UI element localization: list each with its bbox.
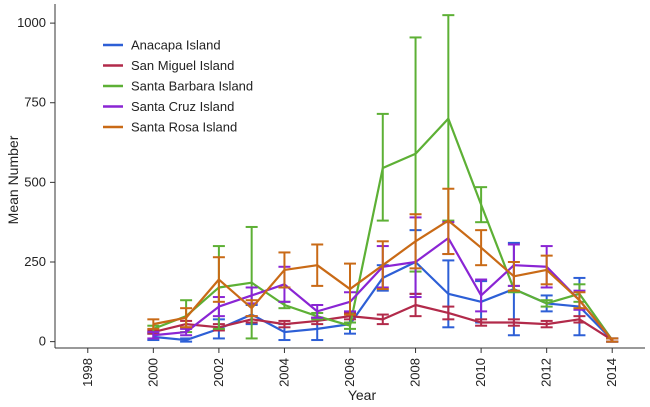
x-tick-label: 1998 — [80, 358, 95, 387]
x-tick-label: 2012 — [539, 358, 554, 387]
error-bar — [507, 318, 520, 327]
error-bar — [147, 331, 160, 340]
axis-ticks: 0 250 500 750 1000 1998 2000 2002 2004 2006 2008 20… — [17, 15, 619, 387]
error-bar — [376, 313, 389, 326]
error-bar — [147, 318, 160, 330]
error-bar — [442, 187, 455, 256]
y-tick-label: 500 — [24, 174, 46, 189]
x-tick-label: 2010 — [473, 358, 488, 387]
x-tick-label: 2008 — [408, 358, 423, 387]
error-bar — [442, 305, 455, 321]
error-bar — [311, 243, 324, 287]
series-lines — [147, 14, 619, 343]
error-bar — [475, 229, 488, 267]
x-tick-label: 2000 — [145, 358, 160, 387]
error-bar — [573, 315, 586, 324]
error-bar — [540, 254, 553, 286]
error-bar — [344, 321, 356, 330]
legend-item: Anacapa Island — [103, 38, 221, 53]
error-bar — [475, 318, 488, 327]
legend: Anacapa Island San Miguel Island Santa Bar… — [103, 38, 253, 135]
y-tick-label: 1000 — [17, 15, 46, 30]
error-bar — [507, 261, 520, 292]
error-bar — [245, 225, 258, 340]
error-bar — [540, 299, 553, 308]
error-bar — [278, 251, 291, 289]
series-santa-rosa-island — [147, 187, 619, 343]
x-tick-label: 2006 — [342, 358, 357, 387]
error-bar — [376, 240, 389, 291]
legend-item: Santa Rosa Island — [103, 120, 237, 135]
legend-item: San Miguel Island — [103, 58, 234, 73]
error-bar — [573, 291, 586, 310]
y-axis-title: Mean Number — [5, 135, 21, 224]
error-bar — [540, 319, 553, 329]
legend-item: Santa Barbara Island — [103, 79, 253, 94]
legend-label: Santa Barbara Island — [131, 79, 253, 94]
x-tick-label: 2014 — [604, 358, 619, 387]
error-bar — [180, 327, 193, 337]
legend-label: Santa Cruz Island — [131, 99, 234, 114]
x-axis-title: Year — [348, 387, 377, 403]
error-bar — [212, 256, 225, 303]
error-bar — [180, 337, 193, 343]
error-bar — [376, 112, 389, 222]
error-bar — [409, 213, 422, 270]
error-bar — [475, 278, 488, 313]
error-bar — [311, 304, 324, 319]
x-tick-label: 2002 — [211, 358, 226, 387]
legend-label: Santa Rosa Island — [131, 120, 237, 135]
x-tick-label: 2004 — [276, 358, 291, 387]
error-bar — [278, 319, 291, 329]
y-tick-label: 750 — [24, 95, 46, 110]
y-tick-label: 250 — [24, 254, 46, 269]
legend-label: Anacapa Island — [131, 38, 221, 53]
error-bar — [180, 307, 193, 329]
error-bar — [606, 337, 619, 343]
legend-item: Santa Cruz Island — [103, 99, 234, 114]
legend-label: San Miguel Island — [131, 58, 234, 73]
y-tick-label: 0 — [39, 334, 46, 349]
error-bar — [344, 262, 356, 316]
error-bar — [475, 186, 488, 224]
error-bar — [245, 299, 258, 318]
